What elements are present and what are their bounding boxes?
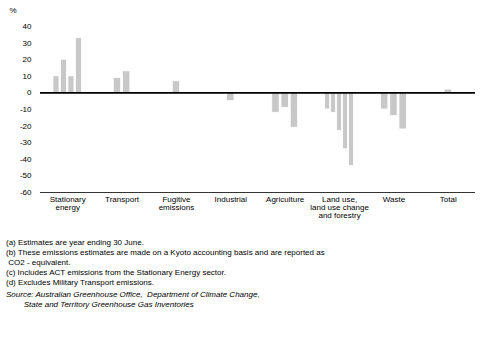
svg-text:Stationaryenergy: Stationaryenergy <box>50 195 86 212</box>
svg-text:10: 10 <box>23 72 32 81</box>
svg-text:40: 40 <box>23 22 32 31</box>
svg-text:30: 30 <box>23 39 32 48</box>
svg-text:-40: -40 <box>20 155 32 164</box>
svg-text:Land use,land use changeand fo: Land use,land use changeand forestry <box>310 195 369 220</box>
svg-text:Total: Total <box>440 195 457 204</box>
svg-text:Industrial: Industrial <box>215 195 248 204</box>
svg-text:-30: -30 <box>20 138 32 147</box>
html-text:(d) Excludes Military Transpor: (d) Excludes Military Transport emission… <box>6 278 154 287</box>
html-text:(c) Includes ACT emissions fro: (c) Includes ACT emissions from the Stat… <box>6 268 226 277</box>
svg-text:Transport: Transport <box>105 195 140 204</box>
html-text:(b) These emissions estimates: (b) These emissions estimates are made o… <box>6 248 325 257</box>
svg-text:-20: -20 <box>20 122 32 131</box>
html-text:Source: Australian Greenhouse: Source: Australian Greenhouse Office, De… <box>6 290 260 309</box>
svg-text:%: % <box>10 6 17 15</box>
svg-text:Agriculture: Agriculture <box>266 195 305 204</box>
svg-text:-60: -60 <box>20 188 32 197</box>
html-text:(a) Estimates are year ending: (a) Estimates are year ending 30 June. <box>6 238 144 247</box>
svg-text:-50: -50 <box>20 171 32 180</box>
svg-text:-10: -10 <box>20 105 32 114</box>
svg-text:0: 0 <box>27 88 32 97</box>
svg-text:20: 20 <box>23 55 32 64</box>
svg-text:Waste: Waste <box>383 195 406 204</box>
html-text:CO2 - equivalent.: CO2 - equivalent. <box>6 258 71 267</box>
svg-text:Fugitiveemissions: Fugitiveemissions <box>159 195 195 212</box>
